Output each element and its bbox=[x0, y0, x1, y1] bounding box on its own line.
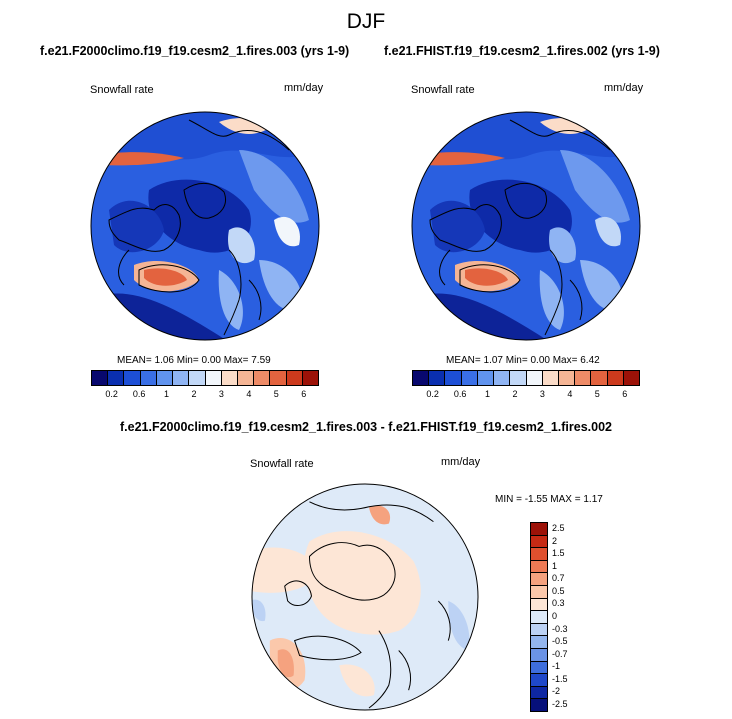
left-colorbar bbox=[91, 370, 319, 386]
left-colorbar-ticks: 0.2 0.6 1 2 3 4 5 6 bbox=[91, 389, 317, 401]
diff-colorbar-tick-label: -0.7 bbox=[552, 648, 568, 659]
diff-colorbar-swatch bbox=[531, 585, 547, 599]
left-colorbar-swatch bbox=[108, 371, 125, 385]
right-variable-label: Snowfall rate bbox=[411, 84, 475, 96]
right-colorbar-tick-label: 4 bbox=[567, 389, 573, 399]
right-polar-map bbox=[411, 111, 641, 341]
diff-colorbar-swatch bbox=[531, 535, 547, 549]
diff-colorbar-tick-label: 1 bbox=[552, 560, 558, 571]
right-colorbar-swatch bbox=[623, 371, 640, 385]
diff-colorbar-swatch bbox=[531, 598, 547, 612]
diff-colorbar bbox=[530, 522, 548, 712]
diff-colorbar-swatch bbox=[531, 623, 547, 637]
diff-colorbar-tick-label: 0.3 bbox=[552, 598, 565, 609]
left-colorbar-tick-label: 3 bbox=[218, 389, 224, 399]
diff-colorbar-tick-label: 1.5 bbox=[552, 548, 565, 559]
left-colorbar-swatch bbox=[124, 371, 141, 385]
right-colorbar-swatch bbox=[413, 371, 430, 385]
diff-colorbar-ticks: 2.5 2 1.5 1 0.7 0.5 0.3 0 -0.3 -0.5 -0.7 -1 -1.5 -2 -2… bbox=[552, 522, 582, 710]
left-colorbar-swatch bbox=[254, 371, 271, 385]
left-colorbar-tick-label: 0.2 bbox=[105, 389, 118, 399]
right-colorbar-swatch bbox=[558, 371, 576, 385]
diff-colorbar-swatch bbox=[531, 560, 547, 574]
diff-colorbar-tick-label: -2 bbox=[552, 686, 561, 697]
left-colorbar-swatch bbox=[221, 371, 238, 385]
season-title: DJF bbox=[346, 10, 386, 33]
left-colorbar-swatch bbox=[156, 371, 174, 385]
left-colorbar-swatch bbox=[173, 371, 190, 385]
left-colorbar-tick-label: 5 bbox=[273, 389, 279, 399]
diff-colorbar-swatch bbox=[531, 573, 547, 586]
left-colorbar-swatch bbox=[237, 371, 255, 385]
left-variable-label: Snowfall rate bbox=[90, 84, 154, 96]
right-colorbar-ticks: 0.2 0.6 1 2 3 4 5 6 bbox=[412, 389, 638, 401]
right-panel-title: f.e21.FHIST.f19_f19.cesm2_1.fires.002 (y… bbox=[384, 44, 660, 58]
diff-colorbar-tick-label: -0.5 bbox=[552, 636, 568, 647]
diff-polar-map bbox=[251, 483, 479, 711]
right-colorbar-swatch bbox=[445, 371, 462, 385]
right-colorbar-tick-label: 0.2 bbox=[426, 389, 439, 399]
left-polar-map bbox=[90, 111, 320, 341]
diff-colorbar-swatch bbox=[531, 523, 547, 536]
left-stats: MEAN= 1.06 Min= 0.00 Max= 7.59 bbox=[117, 355, 271, 366]
left-panel-title: f.e21.F2000climo.f19_f19.cesm2_1.fires.0… bbox=[40, 44, 350, 58]
right-colorbar-tick-label: 0.6 bbox=[453, 389, 467, 399]
diff-colorbar-tick-label: 0.7 bbox=[552, 573, 565, 584]
right-colorbar bbox=[412, 370, 640, 386]
left-colorbar-swatch bbox=[270, 371, 287, 385]
diff-colorbar-swatch bbox=[531, 548, 547, 561]
diff-colorbar-swatch bbox=[531, 674, 547, 687]
diff-colorbar-tick-label: 2.5 bbox=[552, 523, 565, 534]
right-colorbar-tick-label: 2 bbox=[512, 389, 518, 399]
diff-colorbar-tick-label: -1.5 bbox=[552, 673, 568, 684]
right-stats: MEAN= 1.07 Min= 0.00 Max= 6.42 bbox=[446, 355, 600, 366]
right-colorbar-swatch bbox=[510, 371, 527, 385]
right-colorbar-swatch bbox=[607, 371, 624, 385]
diff-colorbar-tick-label: -0.3 bbox=[552, 623, 568, 634]
diff-colorbar-swatch bbox=[531, 648, 547, 662]
diff-colorbar-tick-label: 2 bbox=[552, 535, 558, 546]
diff-units-label: mm/day bbox=[441, 456, 481, 468]
right-units-label: mm/day bbox=[604, 82, 644, 94]
diff-colorbar-swatch bbox=[531, 686, 547, 700]
right-colorbar-swatch bbox=[542, 371, 559, 385]
left-colorbar-tick-label: 0.6 bbox=[132, 389, 146, 399]
diff-colorbar-tick-label: -2.5 bbox=[552, 698, 568, 709]
diff-colorbar-tick-label: -1 bbox=[552, 661, 561, 672]
right-colorbar-tick-label: 3 bbox=[539, 389, 545, 399]
diff-colorbar-tick-label: 0.5 bbox=[552, 585, 565, 596]
left-colorbar-tick-label: 4 bbox=[246, 389, 252, 399]
right-colorbar-tick-label: 6 bbox=[622, 389, 628, 399]
diff-stats: MIN = -1.55 MAX = 1.17 bbox=[495, 494, 603, 505]
right-colorbar-swatch bbox=[526, 371, 543, 385]
diff-colorbar-tick-label: 0 bbox=[552, 611, 558, 621]
diff-colorbar-swatch bbox=[531, 636, 547, 649]
diff-colorbar-swatch bbox=[531, 611, 547, 624]
diff-colorbar-swatch bbox=[531, 661, 547, 675]
right-colorbar-swatch bbox=[494, 371, 511, 385]
diff-panel-title: f.e21.F2000climo.f19_f19.cesm2_1.fires.0… bbox=[120, 420, 612, 434]
right-colorbar-swatch bbox=[477, 371, 495, 385]
left-colorbar-swatch bbox=[140, 371, 157, 385]
right-colorbar-swatch bbox=[575, 371, 592, 385]
left-colorbar-swatch bbox=[205, 371, 222, 385]
left-colorbar-swatch bbox=[189, 371, 206, 385]
left-colorbar-tick-label: 6 bbox=[301, 389, 307, 399]
right-colorbar-swatch bbox=[461, 371, 478, 385]
right-colorbar-swatch bbox=[429, 371, 446, 385]
diff-variable-label: Snowfall rate bbox=[250, 458, 314, 470]
right-colorbar-tick-label: 5 bbox=[594, 389, 600, 399]
right-colorbar-swatch bbox=[591, 371, 608, 385]
left-colorbar-tick-label: 1 bbox=[164, 389, 170, 399]
left-colorbar-swatch bbox=[286, 371, 303, 385]
left-units-label: mm/day bbox=[284, 82, 324, 94]
right-colorbar-tick-label: 1 bbox=[485, 389, 491, 399]
left-colorbar-tick-label: 2 bbox=[191, 389, 197, 399]
diff-colorbar-swatch bbox=[531, 699, 547, 711]
left-colorbar-swatch bbox=[92, 371, 109, 385]
left-colorbar-swatch bbox=[302, 371, 319, 385]
